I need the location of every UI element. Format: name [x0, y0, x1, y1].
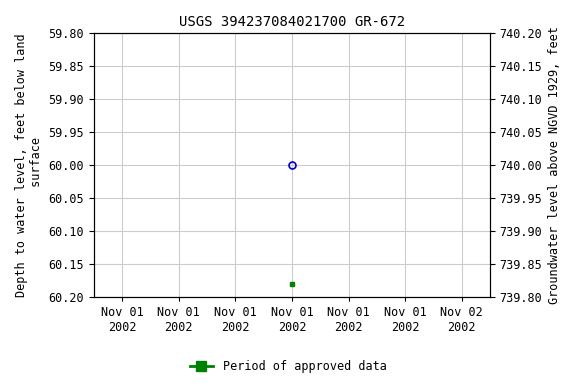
- Title: USGS 394237084021700 GR-672: USGS 394237084021700 GR-672: [179, 15, 405, 29]
- Legend: Period of approved data: Period of approved data: [185, 356, 391, 378]
- Y-axis label: Groundwater level above NGVD 1929, feet: Groundwater level above NGVD 1929, feet: [548, 26, 561, 304]
- Y-axis label: Depth to water level, feet below land
 surface: Depth to water level, feet below land su…: [15, 33, 43, 297]
